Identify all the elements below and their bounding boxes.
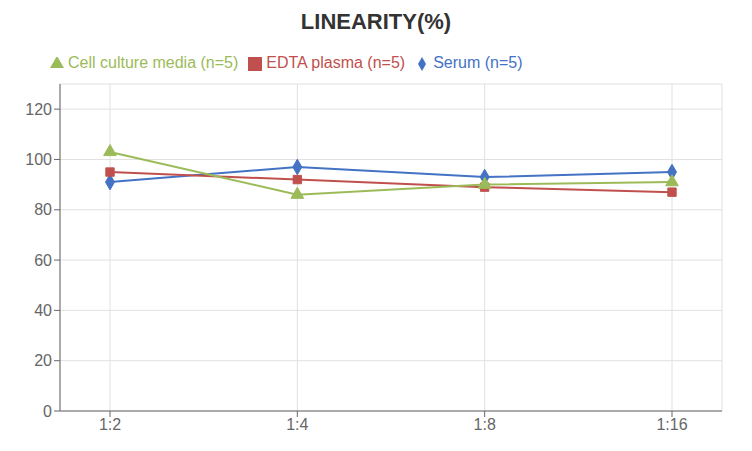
svg-text:1:2: 1:2: [99, 416, 121, 433]
svg-text:1:4: 1:4: [286, 416, 308, 433]
html-text:Serum (n=5): Serum (n=5): [433, 54, 523, 71]
svg-text:1:16: 1:16: [656, 416, 687, 433]
html-text:LINEARITY(%): LINEARITY(%): [300, 9, 452, 34]
svg-text:1:8: 1:8: [474, 416, 496, 433]
svg-text:20: 20: [34, 352, 52, 369]
svg-text:80: 80: [34, 201, 52, 218]
svg-text:100: 100: [25, 151, 52, 168]
svg-text:40: 40: [34, 302, 52, 319]
svg-text:120: 120: [25, 101, 52, 118]
html-text:Cell culture media (n=5): Cell culture media (n=5): [68, 54, 239, 71]
svg-text:60: 60: [34, 252, 52, 269]
svg-text:0: 0: [43, 403, 52, 420]
html-text:EDTA plasma (n=5): EDTA plasma (n=5): [266, 54, 406, 71]
